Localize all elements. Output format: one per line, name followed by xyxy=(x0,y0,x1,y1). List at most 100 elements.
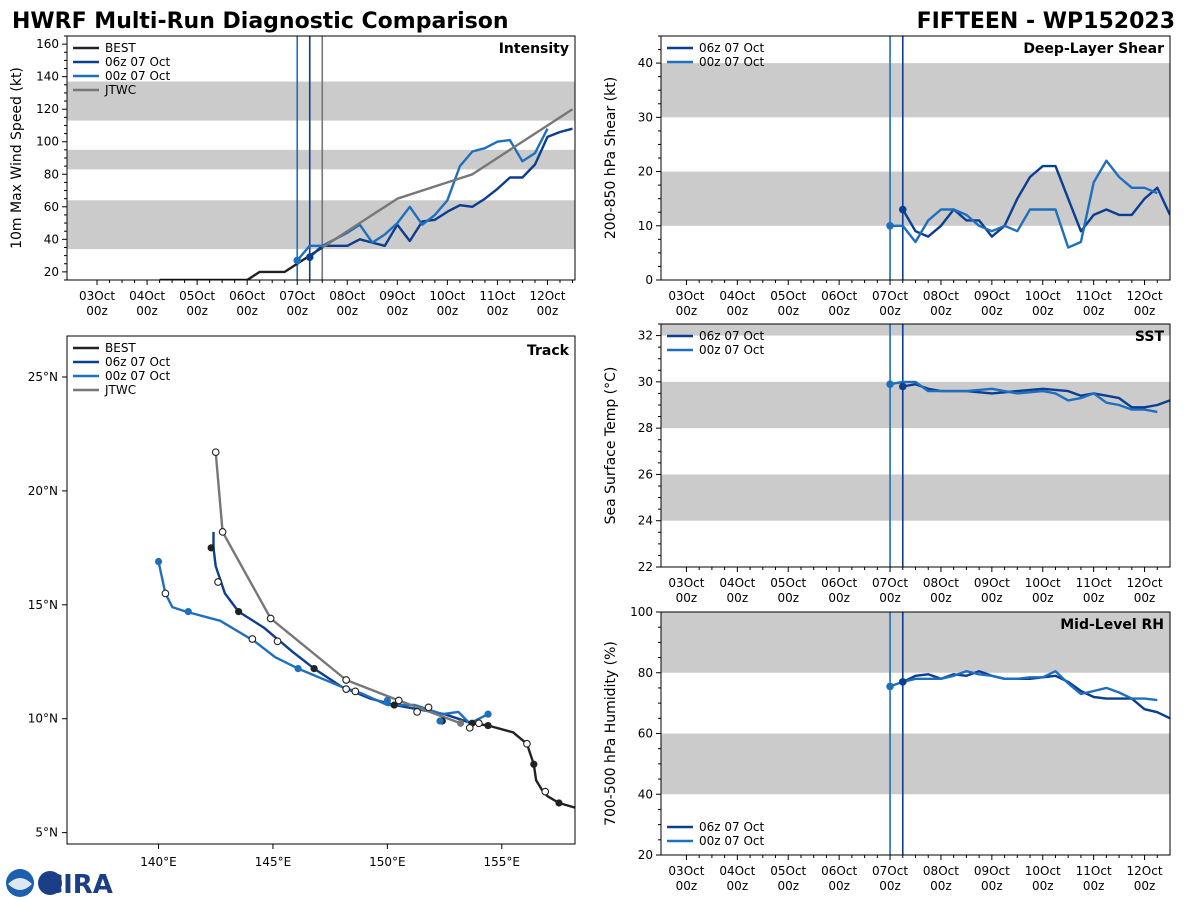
track-legend-label-0: BEST xyxy=(105,341,136,355)
shear-xtick-sublabel-4: 00z xyxy=(879,304,901,318)
rh-init-marker-1 xyxy=(898,678,907,686)
intensity-ytick-label-4: 100 xyxy=(36,135,59,149)
rh-xtick-label-6: 09Oct xyxy=(974,864,1010,878)
track-open-point-2-7 xyxy=(248,635,257,643)
sst-xtick-sublabel-2: 00z xyxy=(777,591,799,605)
shear-xtick-sublabel-5: 00z xyxy=(930,304,952,318)
shear-ytick-label-1: 10 xyxy=(638,219,653,233)
intensity-band-1 xyxy=(67,149,575,170)
shear-xtick-sublabel-2: 00z xyxy=(777,304,799,318)
track-open-point-3-1 xyxy=(342,676,351,684)
intensity-legend-label-1: 06z 07 Oct xyxy=(105,55,171,69)
track-legend-label-1: 06z 07 Oct xyxy=(105,355,171,369)
rh-xtick-sublabel-9: 00z xyxy=(1134,879,1156,893)
intensity-series-1 xyxy=(308,127,573,259)
rh-xtick-sublabel-2: 00z xyxy=(777,879,799,893)
intensity-legend-label-3: JTWC xyxy=(104,83,136,97)
sst-xtick-label-3: 06Oct xyxy=(821,576,857,590)
track-ytick-label-2: 15°N xyxy=(28,598,58,612)
rh-legend-label-1: 00z 07 Oct xyxy=(699,834,765,848)
rh-xtick-label-5: 08Oct xyxy=(923,864,959,878)
track-open-point-2-8 xyxy=(214,578,222,586)
shear-series-1 xyxy=(890,159,1158,249)
shear-xtick-label-9: 12Oct xyxy=(1127,289,1163,303)
intensity-plot-area xyxy=(67,36,575,280)
track-ytick-label-3: 20°N xyxy=(28,484,58,498)
rh-xtick-sublabel-8: 00z xyxy=(1083,879,1105,893)
track-open-point-2-1 xyxy=(465,723,474,732)
track-filled-point-1-4 xyxy=(235,608,243,616)
track-xtick-label-2: 150°E xyxy=(369,855,406,869)
intensity-xtick-sublabel-0: 00z xyxy=(86,304,108,318)
intensity-legend-label-0: BEST xyxy=(105,41,136,55)
track-filled-point-0-1 xyxy=(530,760,538,768)
track-ytick-label-0: 5°N xyxy=(35,826,58,840)
sst-legend-label-1: 00z 07 Oct xyxy=(699,343,765,357)
track-open-point-2-6 xyxy=(273,637,282,646)
intensity-ylabel: 10m Max Wind Speed (kt) xyxy=(9,67,25,249)
intensity-xtick-label-8: 11Oct xyxy=(479,289,515,303)
shear-xtick-label-1: 04Oct xyxy=(719,289,755,303)
rh-ytick-label-1: 40 xyxy=(638,787,653,801)
shear-xtick-sublabel-3: 00z xyxy=(828,304,850,318)
rh-legend-label-0: 06z 07 Oct xyxy=(699,820,765,834)
intensity-xtick-label-2: 05Oct xyxy=(179,289,215,303)
sst-xtick-sublabel-4: 00z xyxy=(879,591,901,605)
rh-xtick-label-1: 04Oct xyxy=(719,864,755,878)
shear-band-0 xyxy=(661,171,1170,226)
intensity-legend-label-2: 00z 07 Oct xyxy=(105,69,171,83)
sst-xtick-sublabel-7: 00z xyxy=(1032,591,1054,605)
intensity-xtick-sublabel-9: 00z xyxy=(537,304,559,318)
intensity-series-0 xyxy=(159,246,323,280)
track-open-point-2-2 xyxy=(424,703,433,712)
track-filled-point-1-2 xyxy=(390,701,398,709)
track-open-point-3-0 xyxy=(394,696,403,705)
rh-panel: 2040608010003Oct00z04Oct00z05Oct00z06Oct… xyxy=(603,605,1171,893)
shear-plot-area xyxy=(661,36,1170,280)
sst-xtick-label-2: 05Oct xyxy=(770,576,806,590)
sst-xtick-label-9: 12Oct xyxy=(1127,576,1163,590)
sst-xtick-label-0: 03Oct xyxy=(668,576,704,590)
track-open-point-3-3 xyxy=(218,528,227,536)
cira-logo: CIRA xyxy=(6,869,113,900)
shear-init-marker-0 xyxy=(886,221,894,230)
shear-xtick-label-2: 05Oct xyxy=(770,289,806,303)
sst-xtick-label-4: 07Oct xyxy=(872,576,908,590)
shear-xtick-label-3: 06Oct xyxy=(821,289,857,303)
track-xtick-label-1: 145°E xyxy=(255,855,292,869)
sst-legend-label-0: 06z 07 Oct xyxy=(699,329,765,343)
rh-xtick-label-0: 03Oct xyxy=(668,864,704,878)
sst-ytick-label-5: 32 xyxy=(638,329,653,343)
track-legend-label-2: 00z 07 Oct xyxy=(105,369,171,383)
rh-xtick-label-4: 07Oct xyxy=(872,864,908,878)
track-filled-point-0-0 xyxy=(555,799,563,807)
sst-panel: 22242628303203Oct00z04Oct00z05Oct00z06Oc… xyxy=(603,323,1171,605)
track-open-point-2-0 xyxy=(475,719,483,728)
shear-xtick-label-5: 08Oct xyxy=(923,289,959,303)
sst-ytick-label-2: 26 xyxy=(638,467,653,481)
sst-title: SST xyxy=(1135,329,1165,345)
track-open-point-2-5 xyxy=(342,685,351,693)
track-open-point-2-3 xyxy=(413,708,421,716)
intensity-ytick-label-5: 120 xyxy=(36,102,59,116)
shear-legend-label-1: 00z 07 Oct xyxy=(699,55,765,69)
sst-ylabel: Sea Surface Temp (°C) xyxy=(603,367,619,525)
page-title-left: HWRF Multi-Run Diagnostic Comparison xyxy=(12,9,509,34)
sst-band-1 xyxy=(661,381,1170,429)
intensity-series-3 xyxy=(321,108,574,249)
page-title-right: FIFTEEN - WP152023 xyxy=(917,9,1175,34)
sst-xtick-sublabel-0: 00z xyxy=(676,591,698,605)
chart-panels: 2040608010012014016003Oct00z04Oct00z05Oc… xyxy=(9,35,1171,893)
shear-panel: 01020304003Oct00z04Oct00z05Oct00z06Oct00… xyxy=(603,35,1171,318)
shear-xtick-sublabel-9: 00z xyxy=(1134,304,1156,318)
cira-logo-text: CIRA xyxy=(44,870,113,900)
sst-xtick-sublabel-9: 00z xyxy=(1134,591,1156,605)
track-filled-point-2-4 xyxy=(184,608,192,616)
rh-ylabel: 700-500 hPa Humidity (%) xyxy=(603,641,619,826)
rh-xtick-sublabel-0: 00z xyxy=(676,879,698,893)
track-series-2 xyxy=(157,561,489,725)
rh-title: Mid-Level RH xyxy=(1060,617,1164,633)
sst-ytick-label-1: 24 xyxy=(638,514,653,528)
shear-title: Deep-Layer Shear xyxy=(1023,41,1164,57)
intensity-xtick-label-0: 03Oct xyxy=(79,289,115,303)
